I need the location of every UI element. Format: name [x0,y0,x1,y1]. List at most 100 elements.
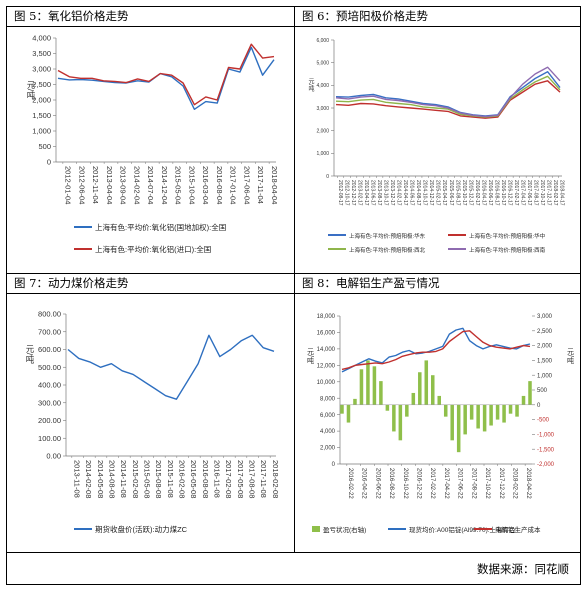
x-tick-label: 2015-06-17 [448,180,454,206]
y-tick-label: 14,000 [317,347,336,353]
x-tick-label: 2017-08-17 [532,180,538,206]
x-tick-label: 2016-12-17 [506,180,512,206]
series-line [335,71,561,117]
profit-bar [489,404,493,426]
legend-label: 上海有色:平均价:氧化铝(国地加权):全国 [95,222,226,232]
x-tick-label: 2016-05-08 [189,460,198,498]
figure-frame [6,6,581,585]
series-line [57,46,275,111]
x-tick-label: 2014-08-08 [107,460,116,498]
y-tick-label: 6,000 [316,38,329,44]
x-tick-label: 2018-02-17 [552,180,558,206]
y2-tick-label: -500 [537,418,550,424]
x-tick-label: 2016-04-17 [480,180,486,206]
x-tick-label: 2013-04-17 [363,180,369,206]
profit-bar [379,381,383,405]
panel-title: 图 8：电解铝生产盈亏情况 [302,276,440,290]
y-tick-label: 2,500 [32,80,51,89]
profit-bar [508,404,513,414]
profit-bar [469,404,474,420]
x-tick-label: 2018-02-22 [512,468,518,499]
legend-label: 上海有色:平均价:预焙阳极:西北 [349,246,426,254]
x-tick-label: 2016-06-22 [374,468,380,499]
x-tick-label: 2013-10-17 [383,180,389,206]
x-tick-label: 2017-08-08 [247,460,256,498]
x-tick-label: 2012-10-17 [344,180,350,206]
profit-bar [359,369,364,405]
legend-label: 现货均价:A00铝锭(Al99.70):上海有色 [409,525,516,534]
profit-bar [515,404,519,417]
x-tick-label: 2015-08-08 [154,460,163,498]
divider [6,552,581,553]
x-tick-label: 2018-04-17 [558,180,564,206]
x-tick-label: 2012-01-04 [64,166,73,204]
series-line [57,43,275,106]
x-tick-label: 2016-02-08 [177,460,186,498]
x-tick-label: 2017-10-17 [539,180,545,206]
y-axis-title: 元/吨 [25,344,35,363]
y-tick-label: 3,000 [316,106,329,112]
aluminum-profit-chart: 0 2,000 4,000 6,000 8,000 10,000 12,000 14,000 1… [307,314,575,534]
y2-tick-label: -1,000 [537,433,555,439]
x-tick-label: 2013-06-17 [370,180,376,206]
panel-title: 图 6：预培阳极价格走势 [302,9,428,23]
divider [6,26,581,27]
x-tick-label: 2014-05-08 [96,460,105,498]
x-tick-label: 2012-08-17 [337,180,343,206]
legend-label: 期货收盘价(活跃):动力煤ZC [95,524,188,534]
y-tick-label: 4,000 [32,34,51,43]
profit-bar [430,375,435,405]
profit-bar [456,404,461,453]
x-tick-label: 2016-04-22 [361,468,367,499]
x-tick-label: 2015-12-17 [467,180,473,206]
x-tick-label: 2012-12-17 [350,180,356,206]
y-tick-label: 2,000 [320,446,336,452]
x-tick-label: 2016-02-17 [474,180,480,206]
profit-bar [405,404,409,417]
x-tick-label: 2013-04-04 [105,166,114,204]
profit-bar [385,404,390,411]
x-tick-label: 2015-02-08 [131,460,140,498]
profit-bar [392,404,396,432]
panel-title: 图 7：动力煤价格走势 [14,276,129,290]
x-tick-label: 2017-02-08 [224,460,233,498]
y-tick-label: 16,000 [317,331,336,337]
y-axis-title: 元/吨 [26,80,36,99]
y-tick-label: 1,500 [32,111,51,120]
y-tick-label: 200.00 [38,416,61,425]
x-tick-label: 2016-12-22 [416,468,422,499]
y2-tick-label: 1,500 [537,359,553,365]
y2-tick-label: 1,000 [537,373,553,379]
legend-label: 上海有色:平均价:预焙阳极:华东 [349,232,426,240]
x-tick-label: 2015-11-08 [166,460,175,498]
x-tick-label: 2016-10-17 [500,180,506,206]
y-tick-label: 400.00 [38,381,61,390]
legend-label: 上海有色:平均价:氧化铝(进口):全国 [95,244,211,254]
profit-bar [346,404,351,423]
x-tick-label: 2017-10-22 [484,468,490,499]
y2-tick-label: 500 [537,388,548,394]
x-tick-label: 2015-10-04 [187,166,196,204]
x-tick-label: 2017-11-04 [256,166,265,204]
profit-bar [398,404,403,441]
y-tick-label: 4,000 [316,83,329,89]
x-tick-label: 2012-06-04 [77,166,86,204]
x-tick-label: 2016-08-17 [493,180,499,206]
series-line [335,75,561,118]
profit-bar [340,404,344,414]
x-tick-label: 2014-10-17 [422,180,428,206]
x-tick-label: 2014-07-04 [146,166,155,204]
x-tick-label: 2015-10-17 [461,180,467,206]
x-tick-label: 2015-02-17 [435,180,441,206]
x-tick-label: 2014-02-08 [84,460,93,498]
legend-label: 上海有色:平均价:预焙阳极:华中 [469,232,545,240]
panel-title: 图 5：氧化铝价格走势 [14,9,129,23]
profit-bar [372,366,377,405]
x-tick-label: 2016-08-22 [388,468,394,499]
divider [294,6,295,552]
x-tick-label: 2017-06-04 [242,166,251,204]
profit-bar [443,404,448,417]
x-tick-label: 2016-10-22 [402,468,408,499]
x-tick-label: 2017-02-22 [429,468,435,499]
x-tick-label: 2016-03-04 [201,166,210,204]
